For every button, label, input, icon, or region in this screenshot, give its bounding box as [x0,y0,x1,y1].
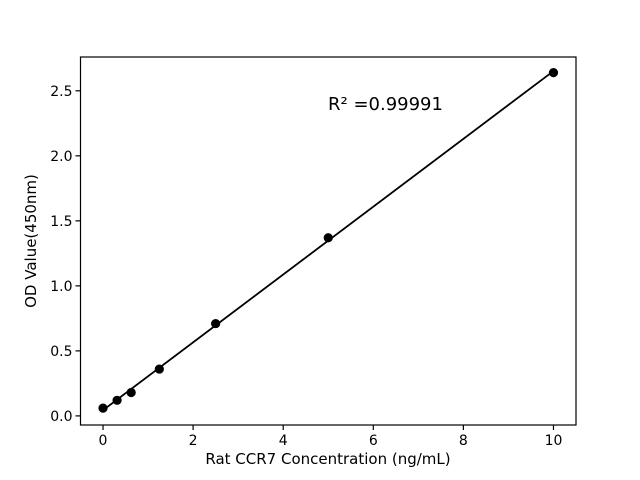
y-tick-label: 2.0 [50,149,72,165]
y-tick-label: 0.0 [50,409,72,425]
x-tick-label: 4 [279,433,288,449]
data-point [98,403,108,413]
x-tick-label: 8 [459,433,468,449]
x-tick-label: 0 [99,433,108,449]
y-tick-label: 1.0 [50,279,72,295]
y-axis-ticks: 0.0 0.5 1.0 1.5 2.0 2.5 [50,84,81,425]
data-point [323,233,333,243]
x-tick-label: 6 [369,433,378,449]
data-series [98,68,559,413]
x-axis-ticks: 0 2 4 6 8 10 [99,425,563,449]
data-point [126,387,136,398]
data-point [211,318,221,329]
x-axis-label: Rat CCR7 Concentration (ng/mL) [205,450,450,468]
data-point [548,68,559,78]
y-axis-label: OD Value(450nm) [22,174,40,308]
x-tick-label: 2 [189,433,198,449]
y-tick-label: 0.5 [50,344,72,360]
data-point [154,364,164,374]
y-tick-label: 1.5 [50,214,72,230]
x-tick-label: 10 [545,433,563,449]
axes-spines [79,56,577,426]
y-tick-label: 2.5 [50,84,72,100]
r-squared-annotation: R² =0.99991 [328,94,443,115]
data-point [112,395,122,405]
